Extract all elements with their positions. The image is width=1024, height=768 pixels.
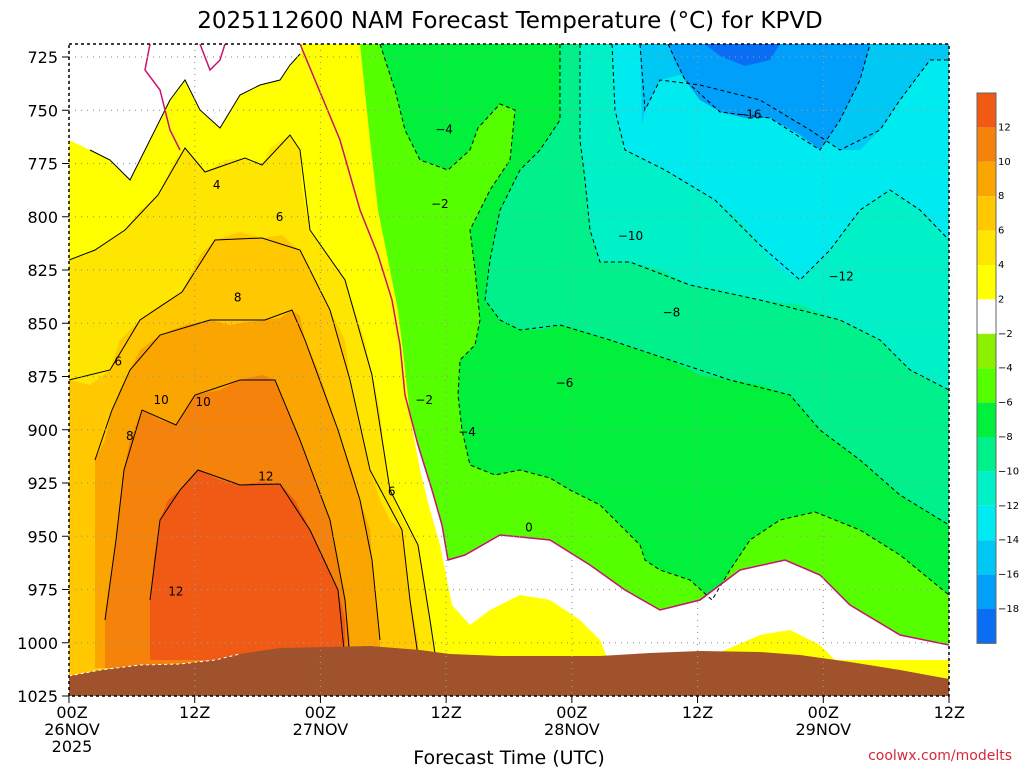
contour-label: 6: [276, 210, 284, 224]
colorbar-band: [977, 471, 996, 506]
contour-label: 10: [154, 393, 169, 407]
colorbar-band: [977, 196, 996, 231]
zero-degree-isotherm: [144, 44, 949, 646]
y-tick-label: 850: [27, 314, 58, 333]
x-axis-label: Forecast Time (UTC): [413, 747, 604, 768]
x-tick-label-line1: 12Z: [682, 703, 713, 722]
contour-lines: [69, 53, 437, 671]
x-tick-label-line1: 00Z: [808, 703, 839, 722]
contour-label: 8: [234, 291, 242, 305]
y-tick-label: 725: [27, 48, 58, 67]
x-tick-label-line2: 27NOV: [293, 720, 349, 739]
x-tick-label-line2: 26NOV: [44, 720, 100, 739]
contour-label: 10: [195, 395, 210, 409]
contour-label: −2: [415, 393, 433, 407]
y-axis: 725 750 775 800 825 850 875 900 925 950 975 1000 102…: [17, 48, 69, 706]
terrain-edge: [69, 653, 241, 677]
band-minus-18: [668, 44, 870, 150]
contour-label: 12: [258, 470, 273, 484]
contour-label: −8: [663, 306, 681, 320]
x-tick-label-line2: 28NOV: [544, 720, 600, 739]
terrain: [69, 646, 949, 696]
y-tick-label: 925: [27, 474, 58, 493]
y-tick-label: 800: [27, 208, 58, 227]
colorbar-label: −10: [998, 466, 1019, 477]
x-tick-label-line1: 12Z: [430, 703, 461, 722]
chart-title: 2025112600 NAM Forecast Temperature (°C)…: [197, 8, 823, 34]
colorbar-label: 10: [998, 157, 1011, 168]
y-tick-label: 900: [27, 421, 58, 440]
contour-label: 6: [114, 355, 122, 369]
x-tick-label-line3: 2025: [52, 737, 93, 756]
colorbar-label: −16: [998, 570, 1019, 581]
x-tick-label-line1: 12Z: [179, 703, 210, 722]
colorbar-label: 4: [998, 260, 1004, 271]
y-tick-label: 975: [27, 581, 58, 600]
colorbar-band: [977, 505, 996, 541]
colorbar-band: [977, 265, 996, 300]
colorbar-band: [977, 93, 996, 128]
plot-area: 4 6 8 6 10 10 8 12 6 12 −4 −2 −2 −4 0 −6 −8 −10 −12 −16: [69, 44, 949, 696]
colorbar-label: −6: [998, 398, 1013, 409]
y-tick-label: 1000: [17, 634, 58, 653]
y-tick-label: 775: [27, 155, 58, 174]
x-tick-label-line1: 00Z: [556, 703, 587, 722]
colorbar-band: [977, 437, 996, 472]
contour-lines-negative: [379, 44, 949, 601]
y-tick-label: 875: [27, 368, 58, 387]
colorbar-band: [977, 230, 996, 265]
colorbar-label: 6: [998, 226, 1004, 237]
colorbar-frame: [976, 92, 997, 644]
colorbar-band: [977, 368, 996, 403]
colorbar-band: [977, 161, 996, 197]
y-tick-label: 1025: [17, 687, 58, 706]
contour-label: 8: [126, 429, 134, 443]
contour-label: 6: [388, 485, 396, 499]
contour-label: −4: [458, 425, 476, 439]
y-tick-label: 750: [27, 101, 58, 120]
contour-label: 4: [213, 178, 221, 192]
band-plus-12: [150, 470, 345, 660]
colorbar-band: [977, 402, 996, 437]
contour-label: 12: [168, 585, 183, 599]
colorbar-label: −14: [998, 535, 1019, 546]
colorbar-label: 2: [998, 294, 1004, 305]
colorbar-label: −12: [998, 501, 1019, 512]
contour-label: −10: [618, 229, 643, 243]
x-tick-label-line1: 00Z: [56, 703, 87, 722]
contour-labels: 4 6 8 6 10 10 8 12 6 12 −4 −2 −2 −4 0 −6 −8 −10 −12 −16: [114, 108, 853, 599]
contour-label: −4: [435, 122, 453, 136]
colorbar-label: 8: [998, 191, 1004, 202]
colorbar-label: −4: [998, 363, 1013, 374]
colorbar-label: 12: [998, 122, 1011, 133]
x-tick-label-line1: 12Z: [934, 703, 965, 722]
grid: [69, 44, 949, 696]
y-tick-label: 950: [27, 527, 58, 546]
colorbar-label: −2: [998, 329, 1013, 340]
colorbar-band: [977, 574, 996, 609]
colorbar-label: −8: [998, 432, 1013, 443]
credit-text: coolwx.com/modelts: [868, 748, 1012, 764]
colorbar-band: [977, 333, 996, 369]
colorbar-band: [977, 299, 996, 334]
x-tick-label-line2: 29NOV: [795, 720, 851, 739]
y-tick-label: 825: [27, 261, 58, 280]
contour-label: −16: [736, 108, 761, 122]
contour-label: −2: [431, 197, 449, 211]
contour-label: −6: [556, 376, 574, 390]
colorbar-band: [977, 609, 996, 644]
contour-label: 0: [525, 521, 533, 535]
band-minus-20: [705, 44, 780, 66]
colorbar-band: [977, 540, 996, 575]
colorbar-band: [977, 127, 996, 162]
plot-frame: [68, 43, 950, 697]
contour-label: −12: [828, 269, 853, 283]
colorbar: 12 10 8 6 4 2 −2 −4 −6 −8 −10 −12 −14 −16 −18: [976, 92, 1019, 644]
x-tick-label-line1: 00Z: [305, 703, 336, 722]
colorbar-label: −18: [998, 604, 1019, 615]
